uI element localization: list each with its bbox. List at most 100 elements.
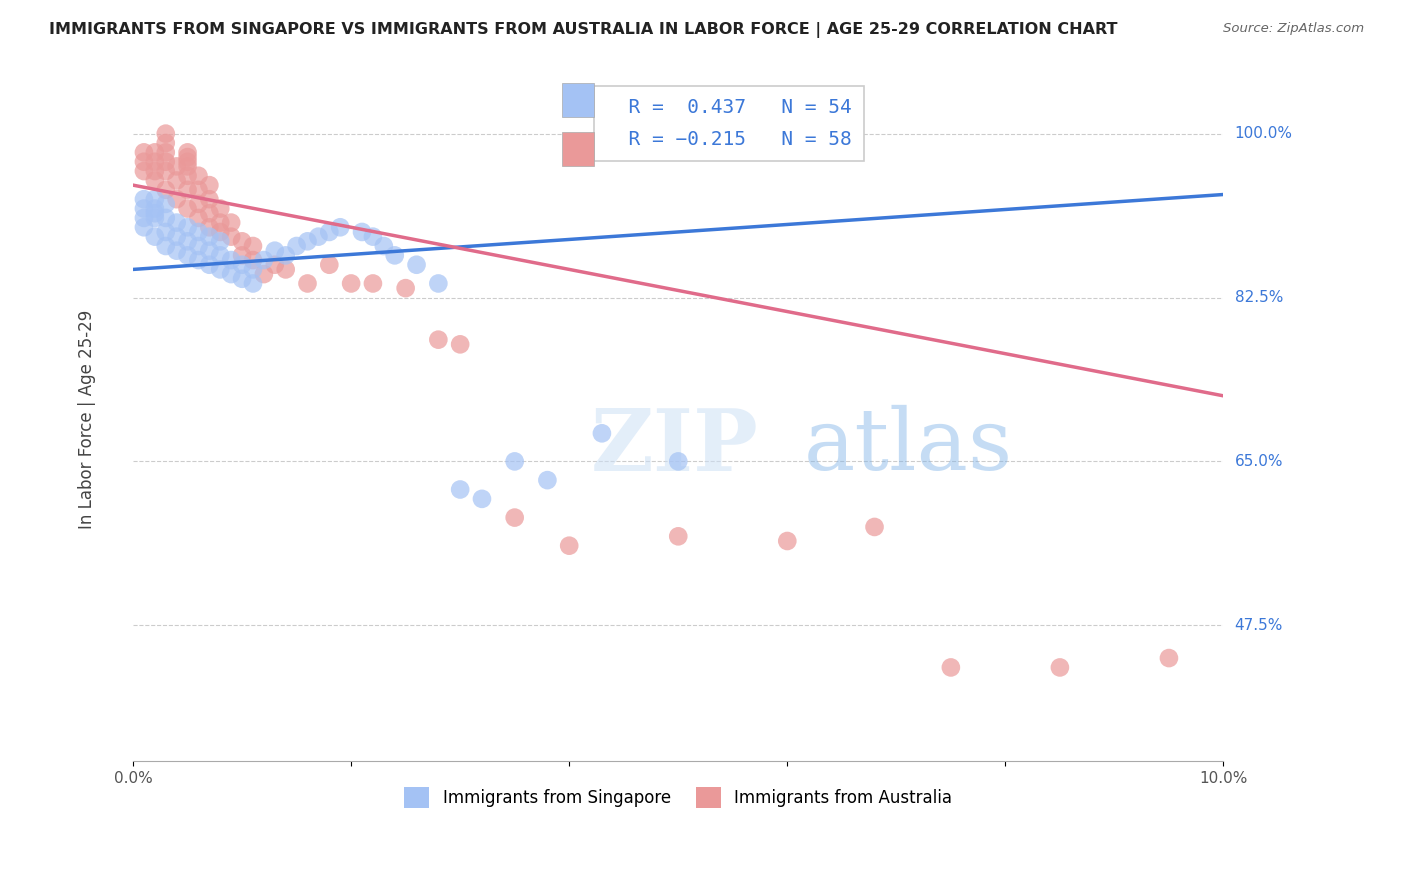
Point [231, 272, 253, 286]
Point [449, 483, 471, 497]
Point [285, 239, 308, 253]
Legend: Immigrants from Singapore, Immigrants from Australia: Immigrants from Singapore, Immigrants fr… [398, 780, 959, 814]
Text: R =  0.437   N = 54
  R = −0.215   N = 58: R = 0.437 N = 54 R = −0.215 N = 58 [605, 98, 852, 150]
Point [176, 145, 198, 160]
Point [536, 473, 558, 487]
Point [297, 235, 319, 249]
Point [132, 164, 155, 178]
Point [591, 426, 613, 441]
Point [666, 454, 689, 468]
Point [274, 262, 297, 277]
Point [209, 248, 232, 262]
Point [427, 333, 450, 347]
Point [395, 281, 418, 295]
Point [143, 164, 166, 178]
Point [263, 258, 285, 272]
Point [219, 229, 242, 244]
Point [219, 253, 242, 268]
Point [176, 160, 198, 174]
Point [176, 169, 198, 183]
Point [143, 173, 166, 187]
Point [405, 258, 427, 272]
Point [427, 277, 450, 291]
Point [187, 211, 209, 225]
Text: 100.0%: 100.0% [1234, 126, 1292, 141]
Point [209, 202, 232, 216]
Point [318, 225, 340, 239]
Point [297, 277, 319, 291]
Point [219, 267, 242, 281]
Point [187, 239, 209, 253]
Point [176, 150, 198, 164]
Point [209, 216, 232, 230]
Point [449, 337, 471, 351]
Point [166, 160, 188, 174]
Point [155, 183, 177, 197]
Point [253, 267, 276, 281]
Point [143, 202, 166, 216]
Point [274, 248, 297, 262]
Point [176, 248, 198, 262]
Point [242, 277, 264, 291]
Point [318, 258, 340, 272]
Point [132, 211, 155, 225]
FancyBboxPatch shape [561, 83, 595, 117]
Point [209, 225, 232, 239]
Point [143, 211, 166, 225]
Point [155, 127, 177, 141]
Text: ZIP: ZIP [591, 405, 759, 489]
Text: 47.5%: 47.5% [1234, 618, 1282, 632]
Point [176, 220, 198, 235]
Point [231, 235, 253, 249]
Point [329, 220, 352, 235]
Point [198, 258, 221, 272]
Point [187, 197, 209, 211]
Point [187, 183, 209, 197]
Point [132, 154, 155, 169]
Point [209, 262, 232, 277]
Point [361, 229, 384, 244]
Point [471, 491, 494, 506]
Point [666, 529, 689, 543]
Point [187, 169, 209, 183]
Text: 65.0%: 65.0% [1234, 454, 1284, 469]
FancyBboxPatch shape [561, 132, 595, 166]
Point [1049, 660, 1071, 674]
Point [242, 262, 264, 277]
Point [198, 178, 221, 193]
Point [132, 145, 155, 160]
Point [253, 253, 276, 268]
Text: 82.5%: 82.5% [1234, 290, 1282, 305]
Point [143, 229, 166, 244]
Point [231, 248, 253, 262]
Point [143, 192, 166, 206]
Point [863, 520, 886, 534]
Text: IMMIGRANTS FROM SINGAPORE VS IMMIGRANTS FROM AUSTRALIA IN LABOR FORCE | AGE 25-2: IMMIGRANTS FROM SINGAPORE VS IMMIGRANTS … [49, 22, 1118, 38]
Point [198, 229, 221, 244]
Point [361, 277, 384, 291]
Point [242, 253, 264, 268]
Point [242, 239, 264, 253]
Point [155, 211, 177, 225]
Point [166, 229, 188, 244]
Point [143, 206, 166, 220]
Point [143, 154, 166, 169]
Point [198, 192, 221, 206]
Point [384, 248, 406, 262]
Point [155, 164, 177, 178]
Point [176, 154, 198, 169]
Point [143, 145, 166, 160]
Point [187, 225, 209, 239]
Point [558, 539, 581, 553]
Point [1157, 651, 1180, 665]
Point [155, 197, 177, 211]
Point [219, 216, 242, 230]
Point [198, 206, 221, 220]
Point [373, 239, 395, 253]
Point [503, 454, 526, 468]
Point [155, 225, 177, 239]
Point [155, 145, 177, 160]
Point [166, 192, 188, 206]
Point [166, 216, 188, 230]
Point [155, 239, 177, 253]
